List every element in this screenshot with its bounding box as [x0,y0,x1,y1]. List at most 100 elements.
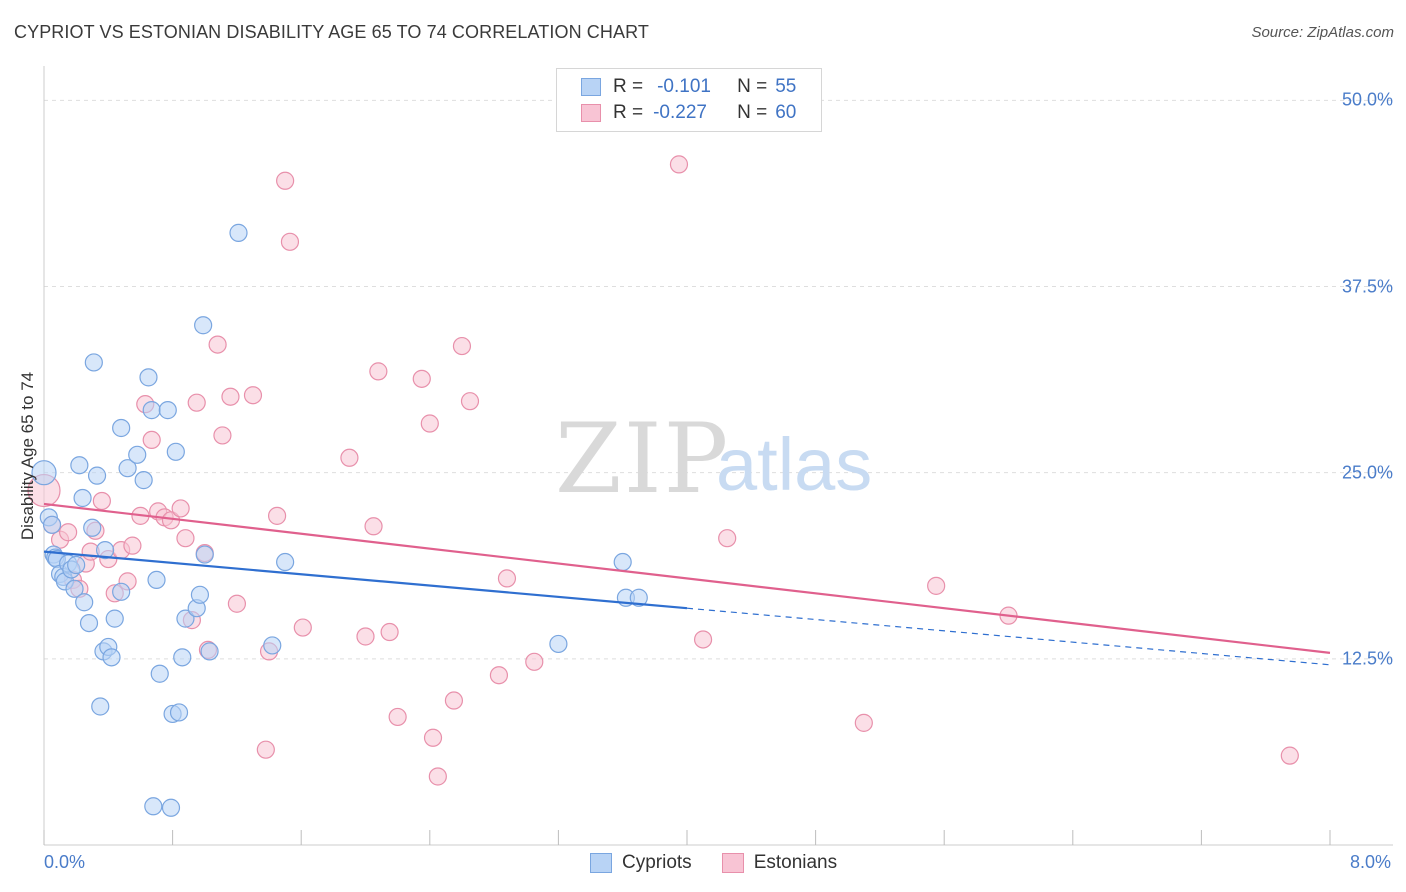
estonians-point [718,529,737,548]
estonians-point [92,491,111,511]
estonians-point [693,630,713,649]
estonians-trend-line [43,502,1331,654]
cypriots-point [276,552,295,572]
cypriots-point [91,697,110,716]
chart-title: CYPRIOT VS ESTONIAN DISABILITY AGE 65 TO… [14,22,649,42]
estonians-point [213,426,232,445]
cypriots-point [549,634,568,654]
cypriots-point [42,515,62,534]
correlation-legend: R = -0.101 N = 55 R = -0.227 N = 60 [556,68,822,132]
cypriots-point [128,445,147,464]
y-tick-label: 12.5% [1341,648,1393,669]
estonians-point [669,155,689,174]
series-legend: Cypriots Estonians [590,852,867,874]
estonians-point [142,430,161,450]
cypriots-point [263,636,282,655]
legend-n-value: 60 [775,102,797,123]
cypriots-point [139,368,158,387]
estonians-point [420,414,439,433]
cypriots-point [169,703,189,722]
legend-item-cypriots[interactable]: Cypriots [590,852,692,874]
y-tick-label: 25.0% [1341,462,1393,483]
cypriots-point [102,648,121,667]
estonians-point [854,713,873,732]
source-label: Source: ZipAtlas.com [1251,24,1394,41]
estonians-point [280,232,300,251]
y-tick-label: 50.0% [1341,89,1393,110]
estonians-point [59,523,78,542]
legend-r-label: R = [613,102,644,123]
estonians-point [1280,746,1299,765]
cypriots-point [166,442,185,461]
legend-row-estonians: R = -0.227 N = 60 [581,101,796,125]
cypriots-trend-extension [686,607,1331,666]
cypriots-point [67,555,86,575]
legend-n-label: N = [737,102,768,123]
estonians-point [227,594,246,613]
estonians-point [267,506,287,525]
estonians-point [380,622,399,642]
estonians-point [489,666,509,685]
cypriots-point [73,488,92,508]
estonians-point [243,386,263,405]
watermark: ZIP atlas [555,403,872,515]
cypriots-points [31,223,648,817]
estonians-legend-swatch [721,853,744,873]
legend-n-label: N = [737,76,768,97]
estonians-point [428,767,447,786]
estonians-point [187,393,206,412]
estonians-point [444,691,464,710]
estonians-point [356,627,375,646]
cypriots-point [112,582,131,601]
trend-lines [43,502,1331,666]
axes [43,66,1393,846]
watermark-atlas: atlas [716,423,872,506]
cypriots-point [629,588,648,607]
cypriots-point [134,471,153,490]
estonians-point [497,569,517,588]
cypriots-point [194,316,213,335]
estonians-point [171,499,190,518]
estonians-point [293,618,312,637]
y-axis-label: Disability Age 65 to 74 [18,371,37,541]
estonians-point [340,448,359,467]
legend-n-value: 55 [775,76,797,97]
cypriots-point [190,585,210,604]
cypriots-swatch [581,78,601,96]
estonians-point [256,740,275,759]
cypriots-point [31,460,57,486]
estonians-point [364,517,383,536]
legend-r-label: R = [613,76,644,97]
watermark-zip: ZIP [555,403,730,515]
cypriots-point [87,466,107,485]
cypriots-point [150,664,169,683]
cypriots-point [229,223,248,242]
cypriots-point [75,593,94,612]
cypriots-point [65,579,84,598]
cypriots-point [144,797,163,816]
cypriots-point [70,456,89,475]
gridlines [44,99,1393,660]
estonians-point [208,335,227,354]
cypriots-point [112,418,131,438]
x-tick-label-max: 8.0% [1350,852,1392,872]
estonians-point [123,536,142,555]
estonians-point [927,576,946,595]
estonians-point [452,336,472,356]
cypriots-point [95,541,115,560]
estonians-point [460,392,480,411]
legend-r-value: -0.101 [657,76,711,97]
cypriots-point [176,609,195,628]
cypriots-point [200,642,219,661]
estonians-point [221,387,240,406]
cypriots-point [83,518,102,537]
cypriots-point [613,552,632,572]
legend-item-estonians[interactable]: Estonians [721,852,838,874]
estonians-point [388,707,407,727]
estonians-point [176,529,195,548]
estonians-swatch [581,104,601,122]
cypriots-point [147,570,166,590]
legend-row-cypriots: R = -0.101 N = 55 [581,75,796,99]
estonians-legend-label: Estonians [753,852,838,873]
